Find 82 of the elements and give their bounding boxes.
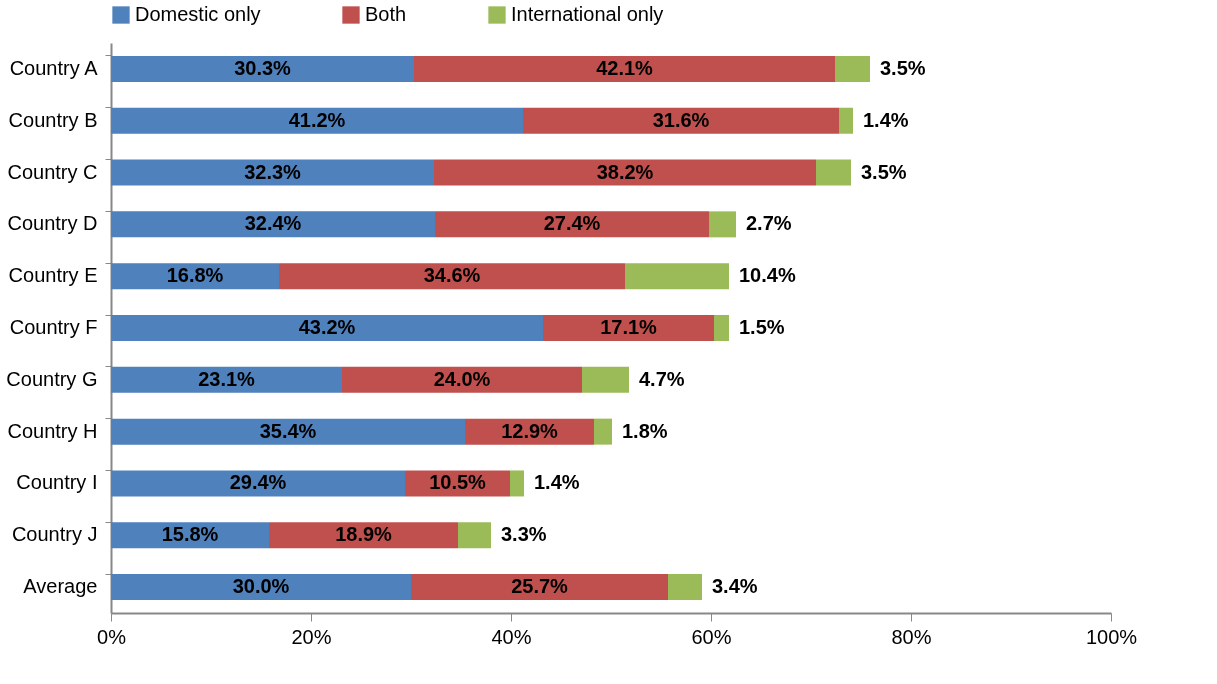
- legend-label: International only: [511, 3, 664, 25]
- bar: [625, 263, 729, 290]
- data-label: 17.1%: [600, 316, 658, 338]
- data-label: 32.3%: [244, 160, 302, 183]
- bar: [342, 366, 582, 393]
- data-label: 34.6%: [423, 264, 481, 287]
- data-label: 30.0%: [232, 575, 290, 598]
- bar: [279, 263, 625, 290]
- data-label: 10.5%: [429, 471, 487, 494]
- x-tick-label: 40%: [491, 625, 532, 648]
- bar: [411, 574, 668, 601]
- bar: [714, 315, 729, 341]
- data-label: 32.4%: [244, 212, 302, 235]
- data-label: 1.4%: [863, 108, 909, 131]
- y-tick-label: Country F: [9, 316, 98, 338]
- data-label: 10.4%: [739, 264, 796, 287]
- bar: [816, 159, 851, 186]
- data-label: 41.2%: [288, 108, 346, 131]
- y-tick-label: Country J: [11, 523, 98, 546]
- data-label: 30.3%: [234, 56, 292, 79]
- data-label: 18.9%: [335, 523, 393, 546]
- x-tick-label: 80%: [891, 625, 932, 648]
- data-label: 42.1%: [596, 56, 654, 79]
- bar: [269, 522, 458, 549]
- bar: [835, 55, 870, 82]
- data-label: 23.1%: [198, 367, 256, 390]
- data-label: 29.4%: [229, 471, 287, 494]
- data-label: 4.7%: [639, 367, 685, 390]
- data-label: 24.0%: [433, 367, 491, 390]
- bar: [510, 470, 524, 497]
- x-tick-label: 100%: [1085, 625, 1138, 648]
- data-label: 31.6%: [652, 108, 710, 131]
- data-label: 2.7%: [746, 212, 792, 235]
- data-label: 3.3%: [501, 523, 547, 546]
- data-label: 16.8%: [166, 264, 224, 287]
- bar: [111, 107, 523, 134]
- bar: [458, 522, 491, 549]
- bar: [543, 315, 714, 341]
- bar: [111, 366, 342, 393]
- data-label: 1.5%: [739, 316, 785, 338]
- y-tick-label: Country B: [8, 108, 98, 131]
- y-tick-label: Country I: [16, 471, 98, 494]
- bar: [111, 55, 414, 82]
- bar: [414, 55, 835, 82]
- bar: [111, 211, 435, 238]
- bar: [111, 470, 405, 497]
- x-tick-label: 60%: [691, 625, 732, 648]
- y-tick-label: Country H: [7, 419, 98, 442]
- bar: [668, 574, 702, 601]
- data-label: 3.5%: [861, 160, 907, 183]
- bar: [523, 107, 839, 134]
- bar: [111, 315, 543, 341]
- data-label: 43.2%: [298, 316, 356, 338]
- bar: [839, 107, 853, 134]
- bar: [111, 574, 411, 601]
- legend-label: Both: [365, 3, 407, 25]
- bar: [435, 211, 709, 238]
- data-label: 3.5%: [880, 56, 926, 79]
- y-tick-label: Country G: [6, 367, 98, 390]
- legend-label: Domestic only: [135, 3, 261, 25]
- data-label: 3.4%: [712, 575, 758, 598]
- y-tick-label: Average: [23, 575, 98, 598]
- data-label: 27.4%: [543, 212, 601, 235]
- x-tick-label: 0%: [97, 625, 127, 648]
- data-label: 25.7%: [511, 575, 569, 598]
- bar: [434, 159, 816, 186]
- data-label: 38.2%: [596, 160, 654, 183]
- y-tick-label: Country D: [7, 212, 98, 235]
- data-label: 1.8%: [622, 419, 668, 442]
- data-label: 1.4%: [534, 471, 580, 494]
- bar: [709, 211, 736, 238]
- y-tick-label: Country C: [7, 160, 98, 183]
- y-tick-label: Country E: [8, 264, 98, 287]
- data-label: 12.9%: [501, 419, 559, 442]
- y-tick-label: Country A: [9, 56, 99, 79]
- bar: [111, 159, 434, 186]
- x-tick-label: 20%: [291, 625, 332, 648]
- data-label: 35.4%: [259, 419, 317, 442]
- data-label: 15.8%: [161, 523, 219, 546]
- bar: [594, 418, 612, 445]
- bar: [111, 418, 465, 445]
- bar: [582, 366, 629, 393]
